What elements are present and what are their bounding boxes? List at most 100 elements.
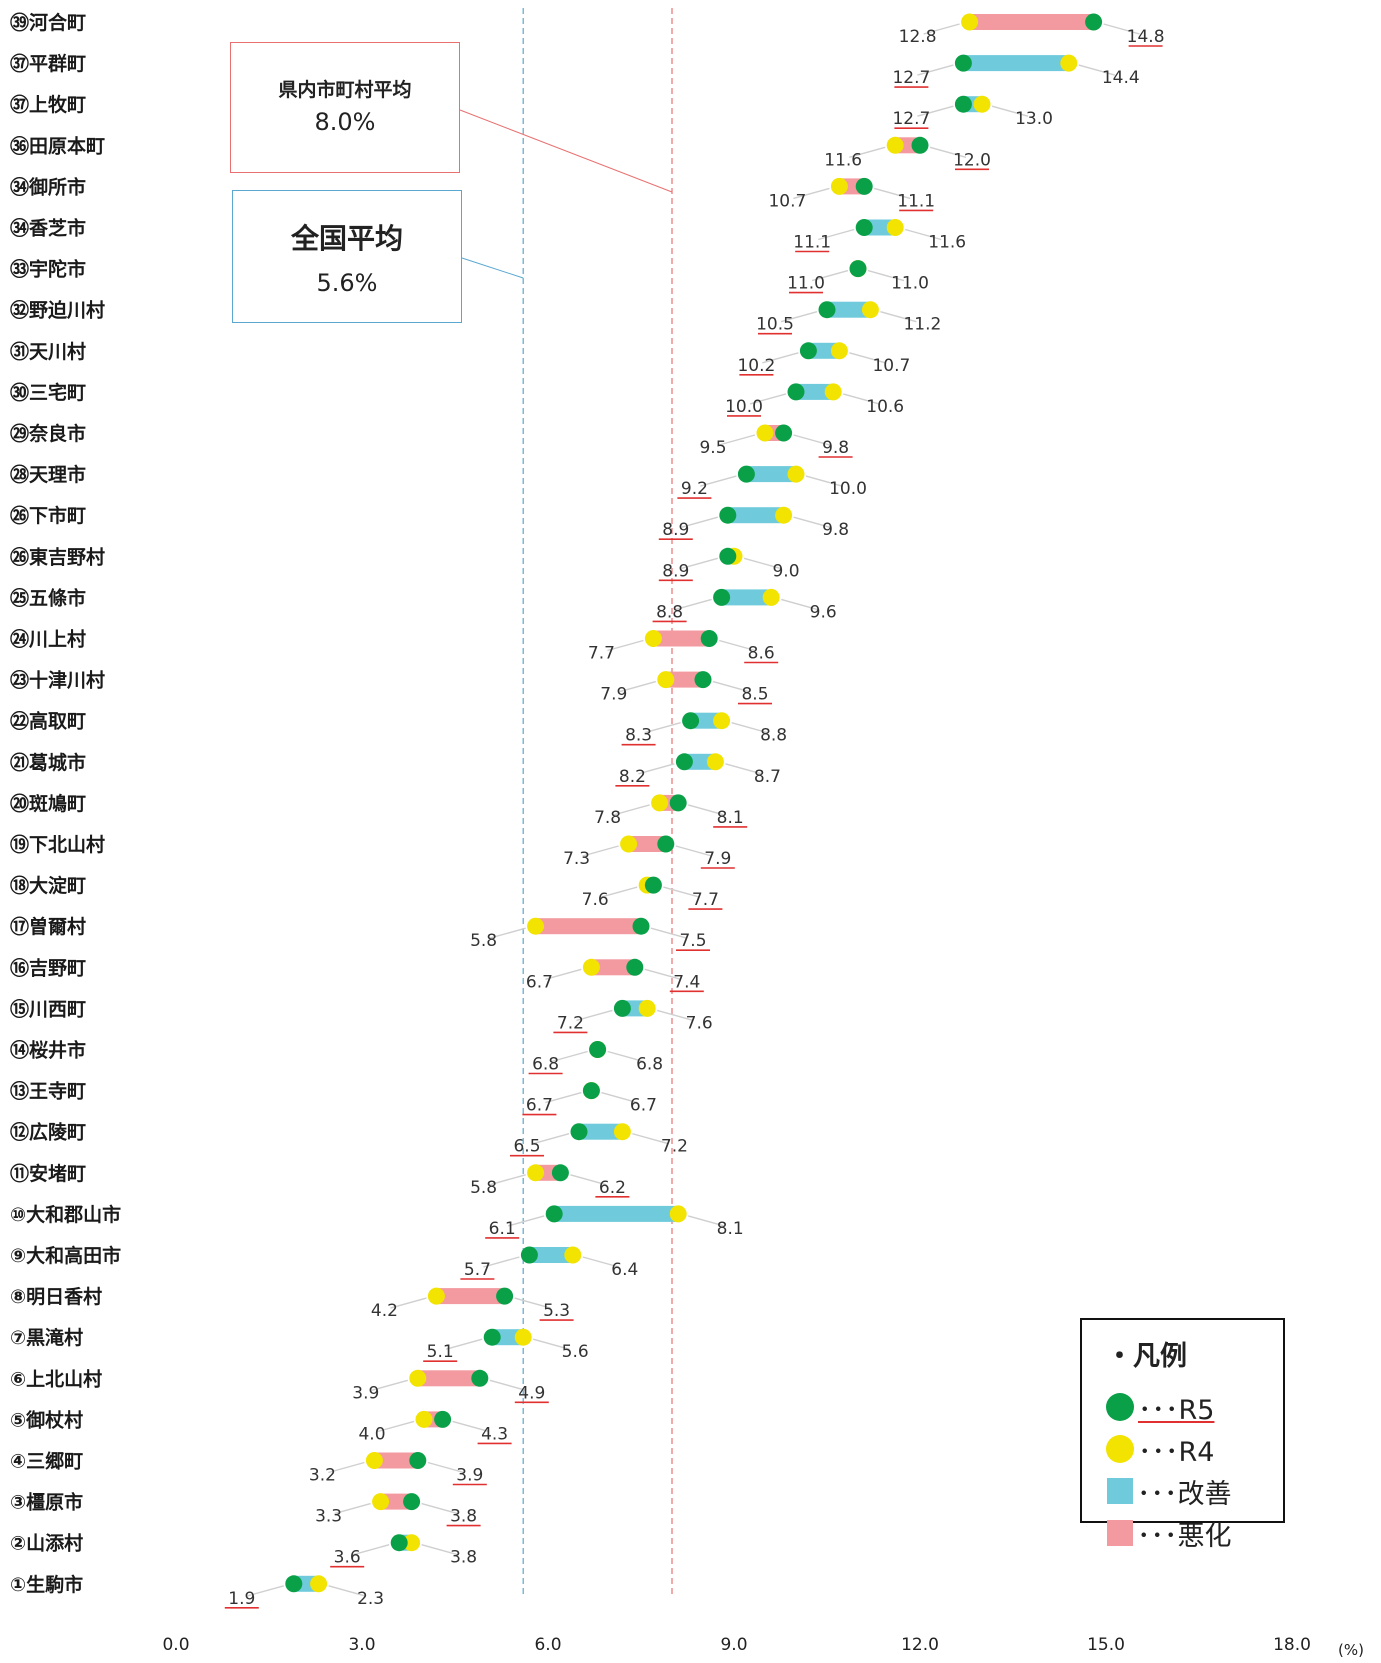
leader-line (781, 598, 818, 611)
leader-line (849, 146, 886, 158)
legend-item-r4: ･･･R4 (1106, 1432, 1214, 1468)
improve-bar (492, 1329, 524, 1346)
r4-value-label: 4.2 (371, 1301, 398, 1321)
r4-value-label: 10.6 (866, 397, 904, 417)
category-label: ⑳斑鳩町 (10, 792, 86, 815)
worsen-bar (417, 1370, 480, 1387)
r5-dot (582, 1082, 600, 1100)
r5-dot (911, 136, 929, 154)
chart-row: ⑦黒滝村 5.1 5.6 (10, 1326, 589, 1362)
leader-line (874, 187, 911, 200)
chart-row: ⑬王寺町 6.7 6.7 (10, 1080, 657, 1116)
chart-row: ⑥上北山村 3.9 4.9 (10, 1367, 549, 1403)
r5-value-label: 10.5 (756, 315, 794, 335)
legend-title: ・凡例 (1106, 1341, 1187, 1372)
leader-line (508, 1215, 545, 1227)
r5-dot (626, 958, 644, 976)
leader-line (514, 1297, 551, 1309)
leader-line (688, 1215, 725, 1227)
leader-line (533, 1338, 570, 1350)
worsen-bar (436, 1288, 505, 1305)
r5-value-label: 12.7 (892, 68, 930, 88)
r4-value-label: 3.8 (450, 1548, 477, 1568)
worsen-bar (665, 671, 703, 688)
r4-dot (762, 588, 780, 606)
r5-dot (613, 999, 631, 1017)
category-label: ③橿原市 (10, 1491, 83, 1514)
leader-line (743, 557, 781, 569)
category-label: ⑬王寺町 (10, 1080, 86, 1103)
leader-line (917, 64, 954, 76)
blue-square-icon (1107, 1478, 1133, 1504)
prefecture-average-callout: 県内市町村平均 8.0% (230, 42, 460, 173)
leader-line (650, 927, 688, 939)
legend-label-worsen: ･･･悪化 (1137, 1520, 1232, 1552)
leader-line (489, 1174, 526, 1186)
r5-value-label: 6.8 (532, 1055, 559, 1075)
chart-row: ㉑葛城市 8.2 8.7 (10, 751, 781, 787)
worsen-bar (374, 1452, 418, 1469)
category-label: ⑩大和郡山市 (10, 1203, 121, 1226)
chart-row: ㉖東吉野村 8.9 9.0 (10, 545, 800, 581)
leader-line (712, 680, 750, 693)
leader-line (675, 845, 712, 857)
category-label: ⑪安堵町 (10, 1162, 86, 1185)
r4-dot (514, 1328, 532, 1346)
r4-value-label: 7.6 (582, 890, 609, 910)
leader-line (818, 228, 855, 241)
chart-row: ㉒高取町 8.3 8.8 (10, 710, 787, 746)
chart-row: ⑭桜井市 6.8 6.8 (10, 1039, 663, 1075)
category-label: ①生駒市 (10, 1573, 83, 1596)
chart-row: ㉛天川村 10.2 10.7 (10, 340, 910, 376)
r4-value-label: 6.4 (611, 1260, 638, 1280)
category-label: ㉔川上村 (10, 628, 86, 651)
r5-dot (471, 1369, 489, 1387)
pink-square-icon (1107, 1520, 1133, 1546)
chart-row: ⑯吉野町 6.7 7.4 (10, 956, 704, 992)
unit-label: (%) (1338, 1641, 1364, 1659)
chart-row: ㊲平群町 12.7 14.4 (10, 52, 1140, 88)
r5-value-label: 3.9 (456, 1466, 483, 1486)
r5-dot (570, 1123, 588, 1141)
r5-value-label: 9.8 (822, 438, 849, 458)
leader-line (905, 228, 942, 241)
r4-dot (787, 465, 805, 483)
r5-dot (1085, 13, 1103, 31)
category-label: ㉚三宅町 (10, 381, 86, 404)
r4-dot (669, 1205, 687, 1223)
category-label: ②山添村 (10, 1532, 83, 1555)
r4-value-label: 13.0 (1015, 109, 1053, 129)
r4-value-label: 11.2 (903, 315, 941, 335)
category-label: ㉞御所市 (10, 175, 86, 198)
leader-line (632, 1133, 669, 1145)
r5-value-label: 6.2 (599, 1178, 626, 1198)
r5-dot (719, 547, 737, 565)
r5-dot (520, 1246, 538, 1264)
r5-dot (719, 506, 737, 524)
r5-dot (700, 630, 718, 647)
chart-row: ㊴河合町 12.8 14.8 (10, 11, 1165, 47)
r5-dot (285, 1575, 303, 1593)
category-label: ㉓十津川村 (10, 669, 105, 692)
category-label: ㉙奈良市 (10, 422, 86, 445)
leader-line (725, 763, 762, 775)
improve-bar (554, 1205, 679, 1222)
improve-bar (579, 1123, 623, 1140)
r4-dot (613, 1123, 631, 1141)
r5-dot (483, 1328, 501, 1346)
category-label: ㊴河合町 (10, 11, 86, 34)
category-label: ㉛天川村 (10, 340, 86, 363)
r5-value-label: 4.9 (518, 1383, 545, 1403)
r4-dot (638, 999, 656, 1017)
improve-bar (727, 507, 784, 524)
r5-value-label: 8.6 (748, 644, 775, 664)
leader-line (663, 886, 700, 898)
r4-dot (427, 1287, 445, 1305)
chart-row: ㉕五條市 8.8 9.6 (10, 586, 837, 622)
leader-line (421, 1544, 458, 1556)
r4-dot (706, 753, 724, 771)
r5-value-label: 10.2 (737, 356, 775, 376)
r5-dot (775, 424, 793, 442)
leader-line (867, 269, 905, 282)
r4-dot (886, 136, 904, 154)
